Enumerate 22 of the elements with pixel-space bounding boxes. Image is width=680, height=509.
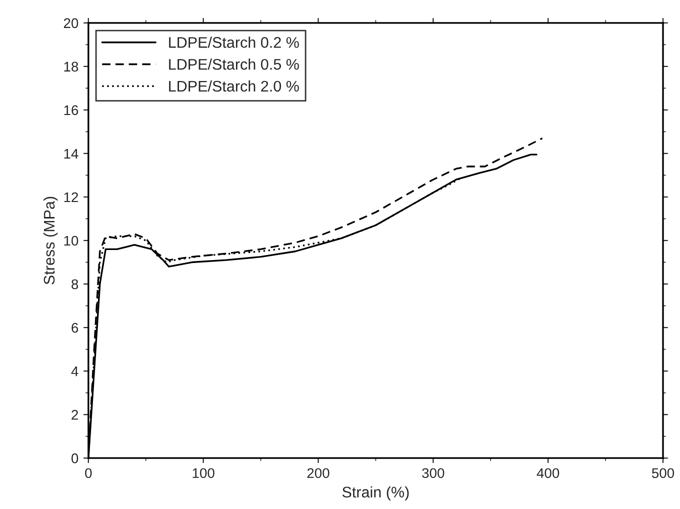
- legend-label: LDPE/Starch 0.2 %: [169, 36, 299, 48]
- y-tick-label: 0: [71, 453, 78, 464]
- y-axis-title: Stress (MPa): [43, 196, 58, 284]
- y-tick-label: 18: [64, 62, 78, 72]
- legend-label: LDPE/Starch 2.0 %: [169, 80, 299, 92]
- y-tick-label: 10: [64, 236, 78, 246]
- y-tick-label: 14: [64, 148, 78, 158]
- y-tick-label: 2: [72, 410, 78, 420]
- x-tick-label: 0: [85, 468, 92, 478]
- y-tick-label: 8: [72, 279, 78, 290]
- y-tick-label: 6: [72, 322, 78, 333]
- y-tick-label: 12: [64, 192, 78, 202]
- y-tick-label: 4: [71, 366, 78, 376]
- x-tick-label: 100: [192, 468, 214, 478]
- y-tick-label: 16: [64, 105, 78, 116]
- x-tick-label: 400: [536, 468, 560, 478]
- legend-label: LDPE/Starch 0.5 %: [169, 58, 299, 70]
- x-tick-label: 500: [652, 468, 674, 478]
- x-tick-label: 200: [307, 468, 330, 478]
- x-tick-label: 300: [422, 468, 444, 478]
- x-axis-title: Strain (%): [342, 486, 409, 501]
- y-tick-label: 20: [64, 18, 78, 28]
